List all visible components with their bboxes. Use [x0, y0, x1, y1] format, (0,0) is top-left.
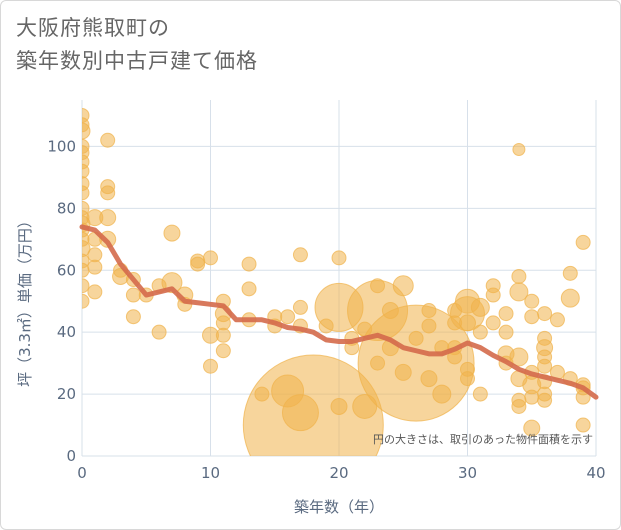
bubble-point: [163, 224, 181, 242]
bubble-point: [509, 347, 529, 367]
bubble-point: [470, 297, 490, 317]
bubble-point: [575, 234, 591, 250]
y-tick-label: 80: [57, 199, 76, 217]
bubble-point: [460, 371, 475, 387]
y-axis-label: 坪（3.3㎡）単価（万円）: [16, 213, 34, 387]
bubble-point: [82, 278, 90, 294]
y-tick-label: 20: [57, 385, 76, 403]
bubble-point: [432, 384, 452, 404]
bubble-point: [100, 185, 116, 201]
bubble-point: [82, 122, 91, 140]
y-tick-label: 100: [47, 137, 76, 155]
bubble-point: [472, 324, 488, 340]
bubble-point: [82, 185, 90, 201]
bubble-point: [537, 392, 553, 408]
x-tick-label: 10: [201, 464, 220, 482]
bubble-point: [485, 287, 501, 303]
bubble-point: [292, 299, 308, 315]
bubble-point: [392, 275, 414, 297]
bubble-point: [82, 262, 90, 278]
bubble-point: [280, 309, 296, 325]
bubble-point: [421, 303, 437, 319]
x-tick-label: 0: [77, 464, 87, 482]
bubble-point: [524, 389, 540, 405]
bubble-point: [215, 327, 231, 343]
trend-line: [79, 224, 599, 400]
y-tick-label: 40: [57, 323, 76, 341]
bubble-point: [203, 250, 218, 266]
bubble-point: [511, 398, 527, 414]
bubble-point: [524, 293, 540, 309]
bubble-point: [352, 393, 378, 419]
x-tick-label: 20: [329, 464, 348, 482]
bubble-point: [549, 312, 565, 328]
bubble-point: [498, 324, 514, 340]
chart-title-line-2: 築年数別中古戸建て価格: [16, 49, 258, 73]
bubble-point: [330, 397, 348, 415]
x-axis-label: 築年数（年）: [294, 498, 384, 516]
bubble-point: [575, 417, 591, 433]
bubble-point: [421, 318, 437, 334]
bubble-point: [485, 315, 501, 331]
bubble-point: [99, 209, 117, 227]
y-tick-label: 60: [57, 261, 76, 279]
bubble-point: [87, 284, 103, 300]
bubble-point: [560, 288, 580, 308]
bubble-point: [100, 132, 116, 148]
bubble-point: [509, 282, 529, 302]
bubble-point: [87, 259, 103, 275]
size-note: 円の大きさは、取引のあった物件面積を示す: [373, 432, 593, 446]
bubble-point: [242, 354, 384, 456]
bubble-point: [537, 358, 553, 374]
bubble-point: [241, 281, 257, 297]
x-tick-labels: 0 10 20 30 40: [77, 464, 605, 482]
bubble-point: [203, 358, 218, 374]
bubble-point: [472, 386, 488, 402]
bubble-point: [511, 268, 527, 284]
bubble-point: [537, 306, 553, 322]
bubble-point: [151, 324, 167, 340]
bubble-point: [408, 330, 424, 346]
bubble-point: [292, 247, 308, 263]
bubble-point: [82, 163, 90, 179]
bubble-point: [331, 250, 347, 266]
bubble-point: [190, 256, 206, 272]
chart-title: 大阪府熊取町の 築年数別中古戸建て価格: [16, 12, 258, 78]
x-tick-label: 30: [458, 464, 477, 482]
y-tick-labels: 0 20 40 60 80 100: [47, 137, 76, 465]
bubble-point: [420, 370, 438, 388]
bubble-point: [82, 293, 90, 309]
bubble-point: [562, 265, 578, 281]
bubble-point: [215, 343, 231, 359]
bubble-point: [125, 287, 141, 303]
bubble-point: [459, 314, 476, 332]
bubble-point: [512, 143, 526, 157]
chart-title-line-1: 大阪府熊取町の: [16, 16, 170, 40]
bubble-point: [524, 309, 540, 325]
bubble-point: [523, 419, 541, 437]
bubble-point: [241, 256, 257, 272]
bubble-point: [498, 306, 514, 322]
bubble-point: [125, 309, 141, 325]
x-tick-label: 40: [586, 464, 605, 482]
y-tick-label: 0: [66, 447, 76, 465]
